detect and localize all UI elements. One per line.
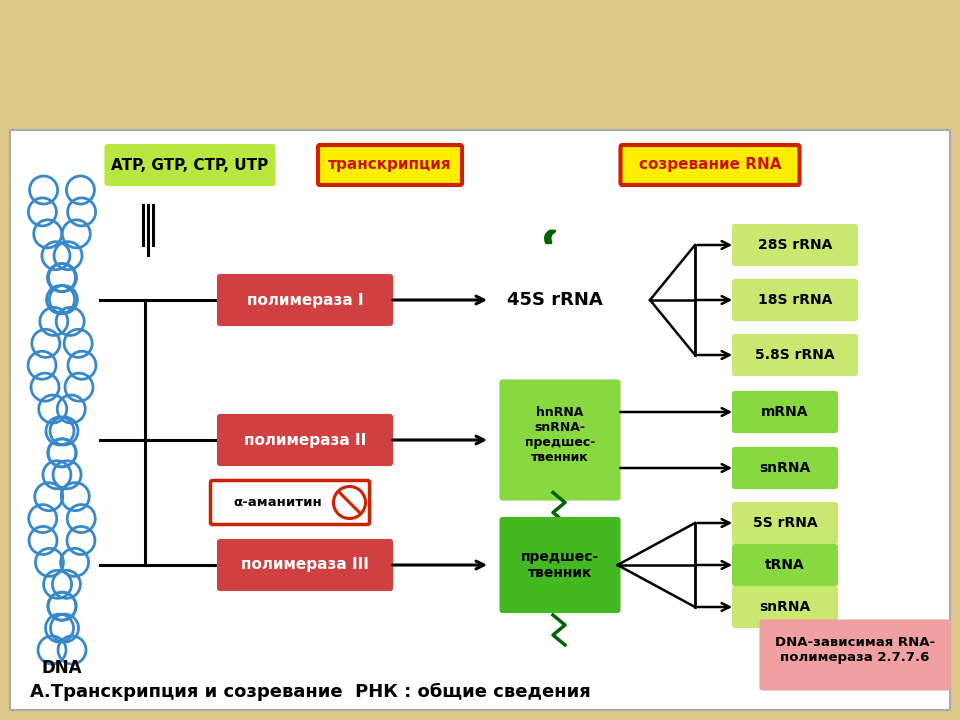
FancyBboxPatch shape [218,275,392,325]
FancyBboxPatch shape [733,545,837,585]
FancyBboxPatch shape [210,480,370,524]
FancyBboxPatch shape [218,415,392,465]
Text: 5.8S rRNA: 5.8S rRNA [756,348,835,362]
FancyBboxPatch shape [218,540,392,590]
FancyBboxPatch shape [106,145,275,185]
Text: предшес-
твенник: предшес- твенник [521,550,599,580]
FancyBboxPatch shape [500,518,619,612]
Text: полимераза I: полимераза I [247,292,363,307]
Text: ATP, GTP, CTP, UTP: ATP, GTP, CTP, UTP [111,158,269,173]
Text: полимераза II: полимераза II [244,433,366,448]
Text: mRNA: mRNA [761,405,808,419]
FancyBboxPatch shape [733,280,857,320]
FancyBboxPatch shape [733,448,837,488]
Text: 28S rRNA: 28S rRNA [757,238,832,252]
FancyBboxPatch shape [733,335,857,375]
FancyBboxPatch shape [733,225,857,265]
Text: snRNA: snRNA [759,600,810,614]
Text: DNA: DNA [41,659,83,677]
Text: транскрипция: транскрипция [328,158,452,173]
Text: 5S rRNA: 5S rRNA [753,516,817,530]
Text: tRNA: tRNA [765,558,804,572]
FancyBboxPatch shape [318,145,462,185]
FancyBboxPatch shape [733,392,837,432]
Text: А.Транскрипция и созревание  РНК : общие сведения: А.Транскрипция и созревание РНК : общие … [30,683,590,701]
FancyBboxPatch shape [10,130,950,710]
Text: созревание RNA: созревание RNA [638,158,781,173]
FancyBboxPatch shape [620,145,800,185]
FancyBboxPatch shape [733,503,837,543]
Text: α-аманитин: α-аманитин [233,496,323,509]
FancyBboxPatch shape [760,621,949,690]
Text: 18S rRNA: 18S rRNA [757,293,832,307]
Text: 45S rRNA: 45S rRNA [507,291,603,309]
Text: DNA-зависимая RNA-
полимераза 2.7.7.6: DNA-зависимая RNA- полимераза 2.7.7.6 [775,636,935,664]
Text: hnRNA
snRNA-
предшес-
твенник: hnRNA snRNA- предшес- твенник [525,406,595,464]
FancyBboxPatch shape [733,587,837,627]
Text: полимераза III: полимераза III [241,557,369,572]
Text: snRNA: snRNA [759,461,810,475]
FancyBboxPatch shape [500,380,619,500]
